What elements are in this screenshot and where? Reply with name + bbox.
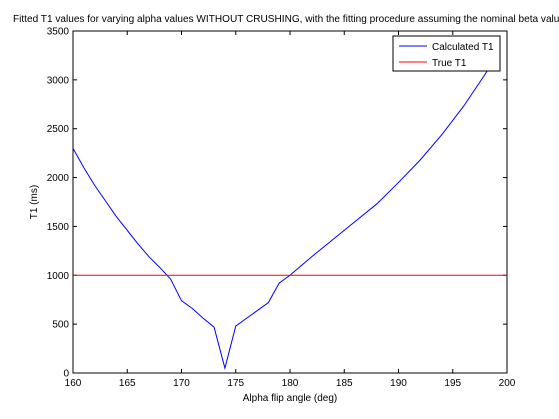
y-tick-label: 2000 bbox=[47, 173, 70, 184]
x-tick-label: 165 bbox=[119, 378, 136, 389]
y-tick-labels: 0 500 1000 1500 2000 2500 3000 3500 bbox=[47, 27, 70, 380]
series-line-calculated-t1 bbox=[72, 55, 497, 371]
x-tick-label: 185 bbox=[336, 378, 353, 389]
legend-label-true-t1: True T1 bbox=[432, 58, 467, 69]
x-tick-label: 175 bbox=[227, 378, 244, 389]
legend: Calculated T1 True T1 bbox=[392, 35, 501, 72]
x-tick-label: 190 bbox=[390, 378, 407, 389]
legend-label-calculated-t1: Calculated T1 bbox=[432, 42, 494, 53]
y-tick-label: 3000 bbox=[47, 75, 70, 86]
chart-title: Fitted T1 values for varying alpha value… bbox=[13, 14, 559, 25]
plot-area: 160 165 170 175 180 185 190 195 200 0 500 1000 1500… bbox=[47, 27, 516, 390]
x-tick-label: 160 bbox=[65, 378, 82, 389]
y-tick-label: 2500 bbox=[47, 124, 70, 135]
legend-box bbox=[392, 35, 501, 72]
y-tick-label: 500 bbox=[52, 320, 69, 331]
y-tick-label: 0 bbox=[63, 369, 69, 380]
y-tick-label: 1500 bbox=[47, 222, 70, 233]
x-tick-label: 180 bbox=[282, 378, 299, 389]
x-tick-label: 170 bbox=[173, 378, 190, 389]
x-tick-label: 200 bbox=[499, 378, 516, 389]
y-axis-label: T1 (ms) bbox=[29, 185, 40, 219]
y-tick-label: 1000 bbox=[47, 271, 70, 282]
x-tick-labels: 160 165 170 175 180 185 190 195 200 bbox=[65, 378, 516, 389]
x-axis-label: Alpha flip angle (deg) bbox=[243, 393, 338, 404]
plot-frame bbox=[72, 30, 508, 374]
x-tick-label: 195 bbox=[444, 378, 461, 389]
series-lines bbox=[72, 55, 507, 371]
y-tick-label: 3500 bbox=[47, 27, 70, 38]
